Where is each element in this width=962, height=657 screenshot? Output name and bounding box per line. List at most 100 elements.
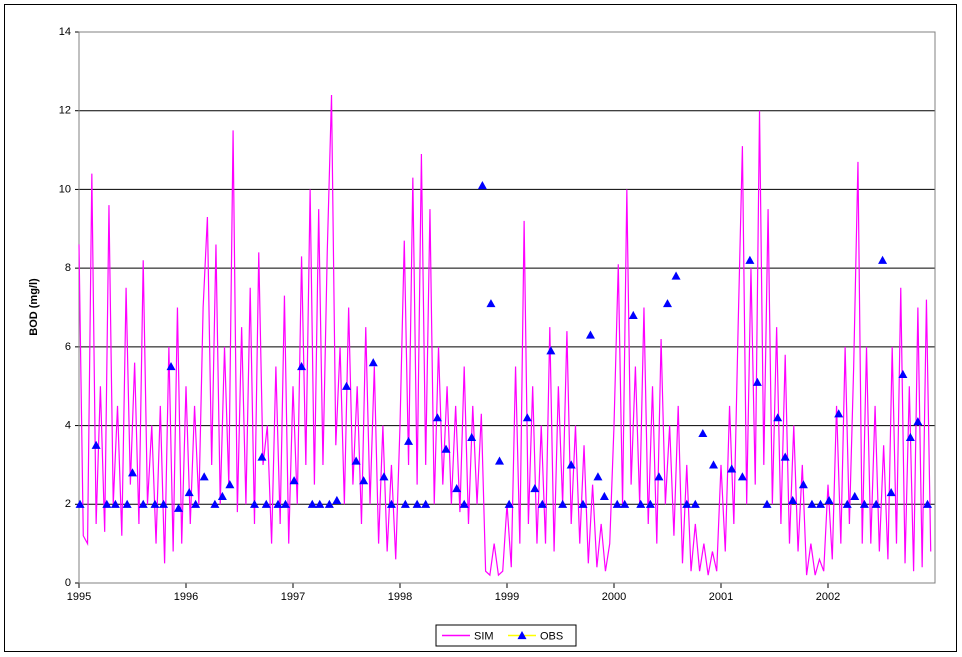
obs-marker [210, 499, 220, 508]
obs-marker [871, 499, 881, 508]
obs-marker [102, 499, 112, 508]
obs-marker [150, 499, 160, 508]
obs-marker [834, 409, 844, 418]
obs-marker [585, 330, 595, 339]
obs-marker [386, 499, 396, 508]
obs-marker [612, 499, 622, 508]
obs-marker [780, 452, 790, 461]
obs-marker [342, 381, 351, 390]
obs-marker [816, 499, 826, 508]
obs-marker [412, 499, 422, 508]
obs-marker [404, 436, 414, 445]
obs-marker [788, 495, 798, 504]
obs-marker [257, 452, 267, 461]
obs-marker [682, 499, 692, 508]
obs-marker [281, 499, 291, 508]
obs-marker [459, 499, 469, 508]
obs-marker [698, 428, 708, 438]
obs-marker [824, 495, 834, 504]
obs-marker [75, 499, 85, 508]
obs-marker [886, 487, 896, 497]
obs-marker [558, 499, 568, 508]
obs-marker [593, 472, 603, 481]
x-tick-label: 1999 [495, 591, 519, 603]
x-tick-label: 2002 [816, 591, 840, 603]
obs-marker [191, 499, 201, 508]
obs-marker [477, 180, 487, 190]
obs-marker [709, 460, 719, 469]
x-tick-label: 1997 [281, 591, 305, 603]
obs-marker [315, 499, 325, 508]
obs-marker [628, 310, 638, 319]
obs-marker [859, 499, 869, 508]
obs-marker [166, 362, 176, 371]
obs-marker [537, 499, 547, 508]
obs-marker [850, 491, 860, 501]
obs-marker [745, 255, 755, 264]
x-tick-label: 2001 [709, 591, 733, 603]
obs-marker [324, 499, 334, 508]
obs-marker [307, 499, 317, 508]
obs-marker [727, 464, 737, 473]
obs-marker [762, 499, 772, 508]
obs-marker [138, 499, 148, 508]
y-tick-label: 12 [59, 105, 71, 117]
obs-marker [184, 487, 194, 497]
obs-marker [359, 476, 369, 485]
obs-marker [773, 413, 783, 422]
obs-marker [297, 362, 307, 371]
chart-border [4, 4, 957, 652]
obs-marker [663, 299, 672, 308]
y-axis-label: BOD (mg/l) [28, 278, 40, 336]
obs-marker [400, 499, 410, 508]
obs-marker [923, 499, 933, 508]
obs-marker [289, 476, 299, 485]
obs-marker [159, 499, 169, 508]
obs-marker [522, 413, 532, 422]
legend-box [435, 624, 577, 647]
obs-marker [122, 499, 132, 508]
x-tick-label: 1995 [67, 591, 91, 603]
obs-marker [842, 499, 852, 508]
obs-marker [91, 440, 101, 449]
obs-marker [599, 491, 609, 501]
obs-marker [645, 499, 655, 508]
obs-marker [332, 495, 342, 504]
legend-label: OBS [540, 630, 563, 642]
legend-label: SIM [474, 630, 494, 642]
obs-marker [878, 255, 888, 264]
obs-marker [530, 484, 540, 493]
y-tick-label: 6 [65, 341, 71, 353]
y-tick-label: 8 [65, 262, 71, 274]
obs-marker [379, 472, 389, 481]
y-tick-label: 2 [65, 498, 71, 510]
obs-marker [737, 472, 747, 481]
obs-marker [578, 499, 588, 508]
obs-marker [368, 358, 378, 367]
sim-line [78, 94, 932, 577]
y-tick-label: 14 [59, 26, 71, 38]
obs-marker [421, 499, 431, 508]
y-tick-label: 0 [65, 577, 71, 589]
y-tick-label: 10 [59, 183, 71, 195]
obs-marker [898, 369, 908, 379]
obs-marker [752, 377, 762, 386]
obs-marker [486, 299, 496, 308]
obs-marker [654, 472, 664, 481]
obs-marker [690, 499, 700, 508]
obs-marker [273, 499, 283, 508]
y-tick-label: 4 [65, 419, 71, 431]
legend-marker [517, 631, 527, 640]
obs-marker [128, 468, 137, 477]
x-tick-label: 1998 [388, 591, 412, 603]
obs-marker [351, 456, 361, 465]
obs-marker [217, 491, 227, 501]
obs-marker [504, 499, 514, 508]
obs-marker [432, 413, 442, 422]
obs-marker [467, 432, 477, 441]
obs-marker [546, 346, 556, 355]
obs-marker [199, 472, 209, 481]
obs-marker [225, 480, 235, 489]
obs-marker [249, 499, 259, 508]
